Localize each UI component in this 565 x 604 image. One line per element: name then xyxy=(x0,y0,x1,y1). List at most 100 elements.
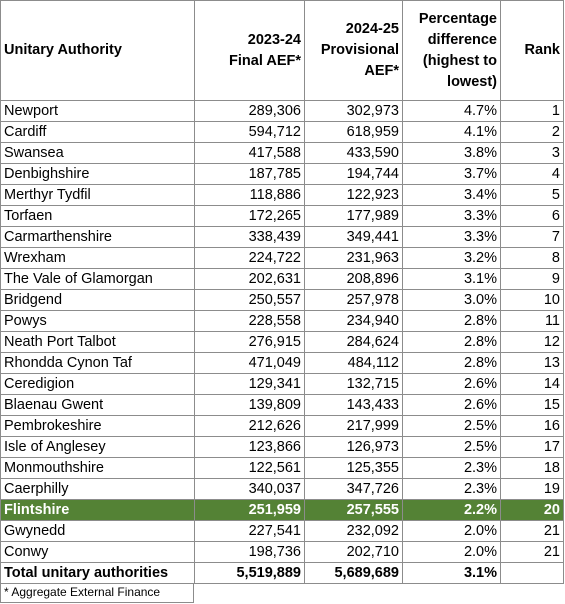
cell-provisional-aef: 132,715 xyxy=(304,373,403,395)
table-row: Wrexham 224,722 231,963 3.2% 8 xyxy=(0,247,564,269)
cell-authority: Pembrokeshire xyxy=(0,415,195,437)
cell-percentage: 3.0% xyxy=(402,289,501,311)
cell-rank: 12 xyxy=(500,331,564,353)
cell-authority: Isle of Anglesey xyxy=(0,436,195,458)
header-unitary-authority: Unitary Authority xyxy=(0,0,195,101)
cell-provisional-aef: 232,092 xyxy=(304,520,403,542)
cell-percentage: 2.8% xyxy=(402,310,501,332)
cell-provisional-aef: 194,744 xyxy=(304,163,403,185)
cell-final-aef: 417,588 xyxy=(194,142,305,164)
total-final-aef: 5,519,889 xyxy=(194,562,305,584)
cell-provisional-aef: 618,959 xyxy=(304,121,403,143)
cell-final-aef: 289,306 xyxy=(194,100,305,122)
cell-provisional-aef: 143,433 xyxy=(304,394,403,416)
cell-percentage: 2.8% xyxy=(402,352,501,374)
table-row: Rhondda Cynon Taf 471,049 484,112 2.8% 13 xyxy=(0,352,564,374)
table-row: Newport 289,306 302,973 4.7% 1 xyxy=(0,100,564,122)
table-row: Blaenau Gwent 139,809 143,433 2.6% 15 xyxy=(0,394,564,416)
table-row: Caerphilly 340,037 347,726 2.3% 19 xyxy=(0,478,564,500)
cell-percentage: 2.0% xyxy=(402,541,501,563)
table-body: Newport 289,306 302,973 4.7% 1 Cardiff 594,712… xyxy=(0,100,564,563)
cell-authority: Newport xyxy=(0,100,195,122)
table-row: Bridgend 250,557 257,978 3.0% 10 xyxy=(0,289,564,311)
table-row: Neath Port Talbot 276,915 284,624 2.8% 12 xyxy=(0,331,564,353)
cell-final-aef: 123,866 xyxy=(194,436,305,458)
table-row: Swansea 417,588 433,590 3.8% 3 xyxy=(0,142,564,164)
cell-provisional-aef: 125,355 xyxy=(304,457,403,479)
table-row: Denbighshire 187,785 194,744 3.7% 4 xyxy=(0,163,564,185)
cell-percentage: 3.3% xyxy=(402,226,501,248)
total-rank xyxy=(500,562,564,584)
table-row: Ceredigion 129,341 132,715 2.6% 14 xyxy=(0,373,564,395)
cell-rank: 15 xyxy=(500,394,564,416)
table-row: Merthyr Tydfil 118,886 122,923 3.4% 5 xyxy=(0,184,564,206)
cell-provisional-aef: 177,989 xyxy=(304,205,403,227)
cell-provisional-aef: 202,710 xyxy=(304,541,403,563)
cell-rank: 4 xyxy=(500,163,564,185)
cell-rank: 8 xyxy=(500,247,564,269)
cell-percentage: 3.8% xyxy=(402,142,501,164)
cell-authority: Cardiff xyxy=(0,121,195,143)
cell-final-aef: 338,439 xyxy=(194,226,305,248)
cell-percentage: 2.3% xyxy=(402,457,501,479)
cell-rank: 6 xyxy=(500,205,564,227)
cell-percentage: 3.7% xyxy=(402,163,501,185)
cell-rank: 21 xyxy=(500,541,564,563)
cell-authority: Caerphilly xyxy=(0,478,195,500)
cell-percentage: 2.0% xyxy=(402,520,501,542)
table-row: The Vale of Glamorgan 202,631 208,896 3.1% 9 xyxy=(0,268,564,290)
cell-rank: 17 xyxy=(500,436,564,458)
cell-rank: 13 xyxy=(500,352,564,374)
cell-percentage: 2.6% xyxy=(402,394,501,416)
cell-final-aef: 227,541 xyxy=(194,520,305,542)
cell-authority: Wrexham xyxy=(0,247,195,269)
cell-authority: Swansea xyxy=(0,142,195,164)
cell-rank: 3 xyxy=(500,142,564,164)
cell-final-aef: 122,561 xyxy=(194,457,305,479)
cell-rank: 5 xyxy=(500,184,564,206)
cell-percentage: 3.2% xyxy=(402,247,501,269)
cell-final-aef: 198,736 xyxy=(194,541,305,563)
cell-percentage: 2.5% xyxy=(402,415,501,437)
aef-table: Unitary Authority 2023-24 Final AEF* 202… xyxy=(0,0,564,584)
header-rank: Rank xyxy=(500,0,564,101)
cell-rank: 16 xyxy=(500,415,564,437)
cell-authority: Blaenau Gwent xyxy=(0,394,195,416)
table-row: Monmouthshire 122,561 125,355 2.3% 18 xyxy=(0,457,564,479)
cell-authority: Gwynedd xyxy=(0,520,195,542)
cell-percentage: 3.4% xyxy=(402,184,501,206)
cell-percentage: 2.2% xyxy=(402,499,501,521)
cell-rank: 19 xyxy=(500,478,564,500)
header-percentage-difference: Percentage difference (highest to lowest… xyxy=(402,0,501,101)
cell-provisional-aef: 208,896 xyxy=(304,268,403,290)
cell-provisional-aef: 302,973 xyxy=(304,100,403,122)
cell-rank: 10 xyxy=(500,289,564,311)
cell-provisional-aef: 484,112 xyxy=(304,352,403,374)
cell-authority: Conwy xyxy=(0,541,195,563)
cell-authority: Ceredigion xyxy=(0,373,195,395)
cell-final-aef: 594,712 xyxy=(194,121,305,143)
cell-rank: 18 xyxy=(500,457,564,479)
cell-provisional-aef: 122,923 xyxy=(304,184,403,206)
table-row: Isle of Anglesey 123,866 126,973 2.5% 17 xyxy=(0,436,564,458)
cell-final-aef: 251,959 xyxy=(194,499,305,521)
cell-rank: 14 xyxy=(500,373,564,395)
cell-provisional-aef: 257,555 xyxy=(304,499,403,521)
cell-authority: Bridgend xyxy=(0,289,195,311)
cell-percentage: 2.8% xyxy=(402,331,501,353)
cell-final-aef: 187,785 xyxy=(194,163,305,185)
table-row: Carmarthenshire 338,439 349,441 3.3% 7 xyxy=(0,226,564,248)
table-row: Flintshire 251,959 257,555 2.2% 20 xyxy=(0,499,564,521)
cell-authority: Merthyr Tydfil xyxy=(0,184,195,206)
cell-authority: Monmouthshire xyxy=(0,457,195,479)
cell-percentage: 4.1% xyxy=(402,121,501,143)
cell-provisional-aef: 347,726 xyxy=(304,478,403,500)
cell-percentage: 3.1% xyxy=(402,268,501,290)
total-row: Total unitary authorities 5,519,889 5,68… xyxy=(0,562,564,584)
cell-final-aef: 212,626 xyxy=(194,415,305,437)
cell-percentage: 4.7% xyxy=(402,100,501,122)
cell-rank: 2 xyxy=(500,121,564,143)
cell-authority: Powys xyxy=(0,310,195,332)
cell-final-aef: 276,915 xyxy=(194,331,305,353)
header-provisional-aef: 2024-25 Provisional AEF* xyxy=(304,0,403,101)
